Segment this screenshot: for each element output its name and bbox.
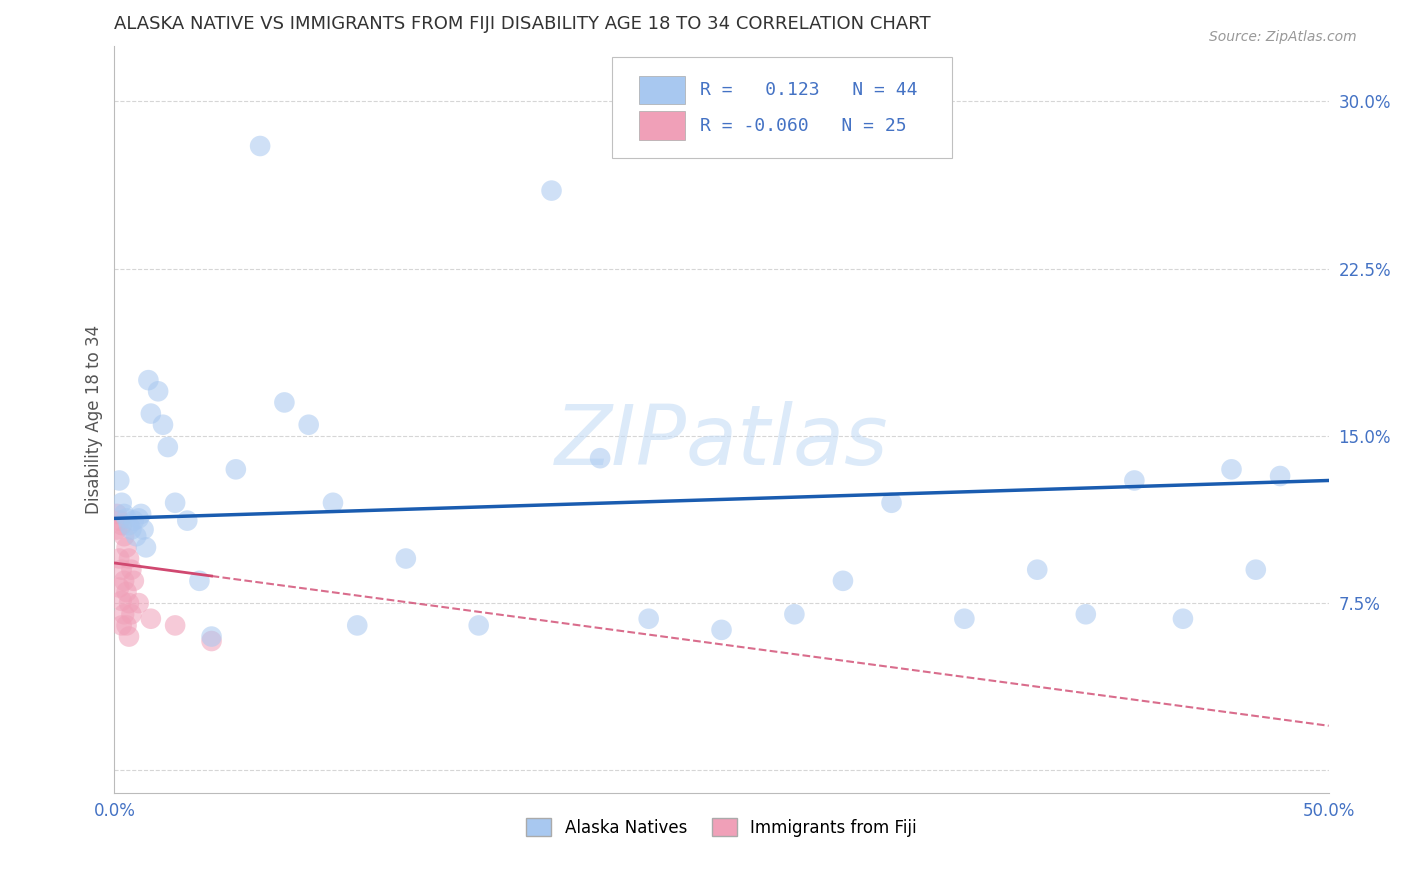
Point <box>1244 563 1267 577</box>
Point <box>115 511 138 525</box>
Point <box>188 574 211 588</box>
Point <box>112 529 135 543</box>
Text: ALASKA NATIVE VS IMMIGRANTS FROM FIJI DISABILITY AGE 18 TO 34 CORRELATION CHART: ALASKA NATIVE VS IMMIGRANTS FROM FIJI DI… <box>114 15 931 33</box>
Text: Source: ZipAtlas.com: Source: ZipAtlas.com <box>1209 30 1357 45</box>
Point <box>152 417 174 432</box>
Point <box>1123 474 1146 488</box>
Point <box>395 551 418 566</box>
Point <box>273 395 295 409</box>
Point <box>139 612 162 626</box>
Legend: Alaska Natives, Immigrants from Fiji: Alaska Natives, Immigrants from Fiji <box>526 819 917 837</box>
Point <box>118 518 141 533</box>
Point <box>108 551 131 566</box>
Point <box>467 618 489 632</box>
Y-axis label: Disability Age 18 to 34: Disability Age 18 to 34 <box>86 325 103 514</box>
Point <box>129 507 152 521</box>
Point <box>1220 462 1243 476</box>
Point <box>118 551 141 566</box>
Point <box>783 607 806 622</box>
Point <box>298 417 321 432</box>
Point <box>346 618 368 632</box>
Point <box>146 384 169 399</box>
Point <box>1074 607 1097 622</box>
Point <box>953 612 976 626</box>
Point <box>111 518 134 533</box>
Point <box>1171 612 1194 626</box>
Point <box>120 607 142 622</box>
Point <box>115 618 138 632</box>
Point <box>111 618 134 632</box>
Point <box>138 373 160 387</box>
Point <box>112 574 135 588</box>
Point <box>540 184 562 198</box>
Point <box>120 563 142 577</box>
Point <box>135 541 157 555</box>
Point <box>200 634 222 648</box>
Point <box>128 596 150 610</box>
Point <box>128 511 150 525</box>
Point <box>710 623 733 637</box>
Text: R = -0.060   N = 25: R = -0.060 N = 25 <box>700 117 907 135</box>
Point <box>637 612 659 626</box>
Point <box>589 451 612 466</box>
Point <box>105 507 128 521</box>
Point <box>108 514 131 528</box>
Point <box>165 618 187 632</box>
Point <box>132 523 155 537</box>
Point <box>200 630 222 644</box>
Point <box>156 440 179 454</box>
Point <box>115 541 138 555</box>
Point <box>139 407 162 421</box>
Point <box>112 507 135 521</box>
Point <box>176 514 198 528</box>
Point <box>225 462 247 476</box>
Text: R =   0.123   N = 44: R = 0.123 N = 44 <box>700 81 917 99</box>
Point <box>111 496 134 510</box>
Point <box>1026 563 1049 577</box>
Point <box>832 574 855 588</box>
Point <box>880 496 903 510</box>
Text: ZIPatlas: ZIPatlas <box>555 401 889 482</box>
Point <box>108 581 131 595</box>
Point <box>122 514 145 528</box>
Point <box>112 607 135 622</box>
Point <box>120 523 142 537</box>
FancyBboxPatch shape <box>638 76 685 104</box>
Point <box>122 574 145 588</box>
Point <box>108 474 131 488</box>
Point <box>322 496 344 510</box>
Point <box>105 523 128 537</box>
Point <box>115 585 138 599</box>
Point <box>111 563 134 577</box>
FancyBboxPatch shape <box>612 57 952 158</box>
Point <box>118 630 141 644</box>
Point <box>118 596 141 610</box>
Point <box>249 139 271 153</box>
Point <box>111 594 134 608</box>
Point <box>125 529 148 543</box>
Point <box>1268 469 1291 483</box>
FancyBboxPatch shape <box>638 112 685 140</box>
Point <box>165 496 187 510</box>
